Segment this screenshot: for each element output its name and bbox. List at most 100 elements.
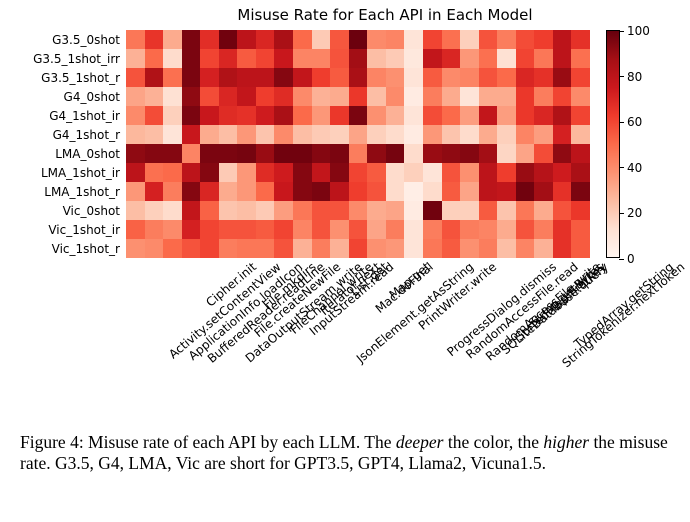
- heatmap-cell: [312, 163, 331, 182]
- heatmap-cell: [386, 87, 405, 106]
- heatmap-cell: [163, 49, 182, 68]
- heatmap-cell: [330, 201, 349, 220]
- heatmap-cell: [349, 125, 368, 144]
- heatmap-cell: [163, 106, 182, 125]
- heatmap-cell: [200, 68, 219, 87]
- heatmap-cell: [442, 239, 461, 258]
- heatmap-cell: [553, 201, 572, 220]
- heatmap-cell: [497, 239, 516, 258]
- heatmap-cell: [460, 201, 479, 220]
- heatmap-cell: [200, 30, 219, 49]
- heatmap-cell: [367, 68, 386, 87]
- heatmap-cell: [442, 220, 461, 239]
- heatmap-cell: [126, 144, 145, 163]
- heatmap-cell: [423, 239, 442, 258]
- heatmap: [126, 30, 590, 258]
- y-tick-label: G3.5_0shot: [0, 33, 120, 47]
- y-tick-label: G4_0shot: [0, 90, 120, 104]
- heatmap-cell: [497, 125, 516, 144]
- heatmap-cell: [534, 144, 553, 163]
- heatmap-cell: [219, 30, 238, 49]
- heatmap-cell: [274, 163, 293, 182]
- heatmap-cell: [497, 49, 516, 68]
- heatmap-cell: [534, 87, 553, 106]
- colorbar-tick-label: 60: [627, 115, 642, 129]
- heatmap-cell: [200, 182, 219, 201]
- heatmap-cell: [404, 30, 423, 49]
- heatmap-cell: [423, 49, 442, 68]
- caption-text: deeper: [396, 432, 444, 452]
- heatmap-cell: [423, 201, 442, 220]
- colorbar-tick-label: 20: [627, 206, 642, 220]
- heatmap-cell: [479, 201, 498, 220]
- heatmap-cell: [479, 182, 498, 201]
- figure-caption: Figure 4: Misuse rate of each API by eac…: [20, 432, 670, 475]
- heatmap-cell: [312, 239, 331, 258]
- heatmap-cell: [163, 87, 182, 106]
- heatmap-cell: [126, 201, 145, 220]
- heatmap-cell: [497, 30, 516, 49]
- heatmap-cell: [367, 201, 386, 220]
- heatmap-cell: [534, 49, 553, 68]
- heatmap-cell: [219, 49, 238, 68]
- y-tick-label: G3.5_1shot_r: [0, 71, 120, 85]
- heatmap-cell: [423, 125, 442, 144]
- heatmap-cell: [460, 220, 479, 239]
- heatmap-cell: [460, 163, 479, 182]
- heatmap-cell: [571, 125, 590, 144]
- heatmap-cell: [256, 49, 275, 68]
- heatmap-cell: [534, 30, 553, 49]
- heatmap-cell: [330, 182, 349, 201]
- heatmap-cell: [571, 182, 590, 201]
- heatmap-cell: [330, 163, 349, 182]
- heatmap-cell: [274, 182, 293, 201]
- colorbar-tick: 100: [619, 24, 650, 38]
- heatmap-cell: [460, 144, 479, 163]
- heatmap-cell: [367, 239, 386, 258]
- heatmap-cell: [312, 201, 331, 220]
- heatmap-cell: [571, 144, 590, 163]
- heatmap-cell: [404, 239, 423, 258]
- heatmap-cell: [386, 30, 405, 49]
- colorbar-tick-label: 0: [627, 252, 635, 266]
- heatmap-cell: [534, 125, 553, 144]
- heatmap-cell: [367, 49, 386, 68]
- colorbar-tick: 60: [619, 115, 642, 129]
- heatmap-cell: [516, 87, 535, 106]
- heatmap-cell: [367, 182, 386, 201]
- heatmap-cell: [534, 68, 553, 87]
- heatmap-cell: [293, 30, 312, 49]
- heatmap-cell: [534, 220, 553, 239]
- heatmap-cell: [293, 106, 312, 125]
- heatmap-cell: [386, 239, 405, 258]
- heatmap-cell: [274, 125, 293, 144]
- heatmap-cell: [367, 106, 386, 125]
- heatmap-cell: [274, 49, 293, 68]
- heatmap-cell: [349, 182, 368, 201]
- heatmap-cell: [367, 125, 386, 144]
- heatmap-cell: [367, 220, 386, 239]
- heatmap-cell: [571, 87, 590, 106]
- heatmap-cell: [256, 144, 275, 163]
- figure: Misuse Rate for Each API in Each Model G…: [0, 0, 690, 522]
- heatmap-cell: [126, 239, 145, 258]
- heatmap-cell: [404, 201, 423, 220]
- heatmap-cell: [312, 30, 331, 49]
- heatmap-cell: [442, 49, 461, 68]
- heatmap-cell: [386, 163, 405, 182]
- heatmap-cell: [330, 68, 349, 87]
- heatmap-cell: [460, 68, 479, 87]
- heatmap-cell: [404, 144, 423, 163]
- heatmap-cell: [182, 239, 201, 258]
- heatmap-cell: [479, 87, 498, 106]
- heatmap-cell: [293, 144, 312, 163]
- heatmap-cell: [423, 144, 442, 163]
- heatmap-cell: [423, 163, 442, 182]
- heatmap-cell: [237, 68, 256, 87]
- heatmap-cell: [182, 68, 201, 87]
- heatmap-cell: [163, 201, 182, 220]
- heatmap-cell: [200, 87, 219, 106]
- heatmap-cell: [571, 106, 590, 125]
- heatmap-cell: [442, 87, 461, 106]
- heatmap-cell: [293, 163, 312, 182]
